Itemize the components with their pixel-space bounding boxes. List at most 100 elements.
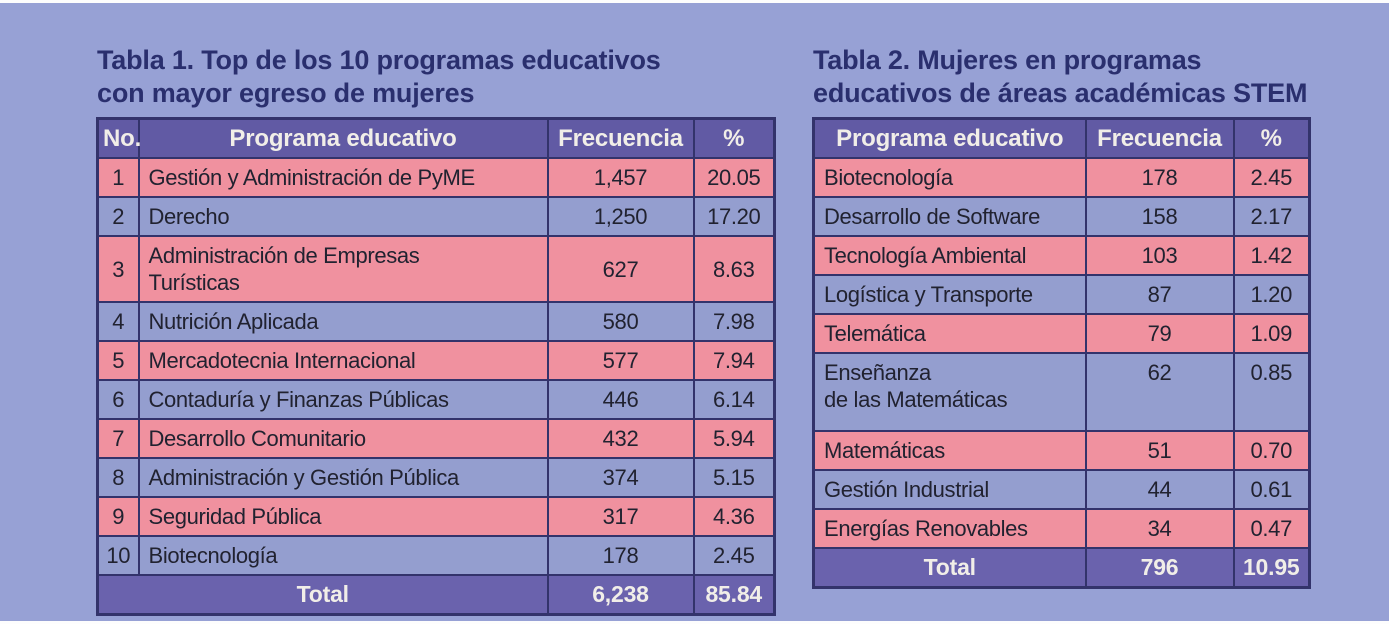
- table1-top-programs: No. Programa educativo Frecuencia % 1 Ge…: [96, 117, 776, 616]
- cell-pct: 8.63: [692, 235, 776, 303]
- cell-programa: Biotecnología: [137, 535, 549, 576]
- table-row: Matemáticas 51 0.70: [812, 430, 1311, 471]
- header-cell-programa: Programa educativo: [812, 117, 1087, 159]
- table2-stem-programs: Programa educativo Frecuencia % Biotecno…: [812, 117, 1311, 589]
- cell-pct: 2.17: [1232, 196, 1311, 237]
- header-cell-no: No.: [96, 117, 141, 159]
- cell-programa: Enseñanza de las Matemáticas: [812, 352, 1087, 432]
- table-row: 10 Biotecnología 178 2.45: [96, 535, 776, 576]
- cell-pct: 7.94: [692, 340, 776, 381]
- cell-no: 8: [96, 457, 140, 498]
- cell-frecuencia: 34: [1084, 508, 1235, 549]
- cell-pct: 2.45: [1232, 157, 1311, 198]
- panel-stem-programs: Tabla 2. Mujeres en programas educativos…: [812, 44, 1352, 589]
- table-row: 2 Derecho 1,250 17.20: [96, 196, 776, 237]
- table-row: 9 Seguridad Pública 317 4.36: [96, 496, 776, 537]
- top-white-strip: [0, 0, 1389, 3]
- cell-frecuencia: 178: [546, 535, 695, 576]
- cell-no: 4: [96, 301, 140, 342]
- cell-pct: 17.20: [692, 196, 776, 237]
- cell-pct: 20.05: [692, 157, 776, 198]
- cell-frecuencia: 103: [1084, 235, 1235, 276]
- cell-frecuencia: 580: [546, 301, 695, 342]
- cell-pct: 0.85: [1232, 352, 1311, 432]
- cell-frecuencia: 158: [1084, 196, 1235, 237]
- cell-programa: Desarrollo de Software: [812, 196, 1087, 237]
- cell-programa: Derecho: [137, 196, 549, 237]
- cell-no: 1: [96, 157, 140, 198]
- cell-frecuencia: 446: [546, 379, 695, 420]
- table2-title: Tabla 2. Mujeres en programas educativos…: [813, 45, 1308, 108]
- cell-frecuencia: 577: [546, 340, 695, 381]
- cell-pct: 0.70: [1232, 430, 1311, 471]
- cell-pct: 1.20: [1232, 274, 1311, 315]
- table-row: Gestión Industrial 44 0.61: [812, 469, 1311, 510]
- table-row: Enseñanza de las Matemáticas 62 0.85: [812, 352, 1311, 432]
- table-row: Logística y Transporte 87 1.20: [812, 274, 1311, 315]
- table2-header-row: Programa educativo Frecuencia %: [812, 117, 1311, 159]
- cell-no: 10: [96, 535, 140, 576]
- cell-programa: Desarrollo Comunitario: [137, 418, 549, 459]
- cell-frecuencia: 44: [1084, 469, 1235, 510]
- table-row: 4 Nutrición Aplicada 580 7.98: [96, 301, 776, 342]
- cell-frecuencia: 79: [1084, 313, 1235, 354]
- cell-frecuencia: 374: [546, 457, 695, 498]
- cell-pct: 1.42: [1232, 235, 1311, 276]
- table-row: 8 Administración y Gestión Pública 374 5…: [96, 457, 776, 498]
- table-row: 5 Mercadotecnia Internacional 577 7.94: [96, 340, 776, 381]
- cell-no: 6: [96, 379, 140, 420]
- header-cell-frecuencia: Frecuencia: [546, 117, 695, 159]
- cell-total-frecuencia: 6,238: [546, 574, 695, 616]
- cell-total-pct: 10.95: [1232, 547, 1311, 589]
- table-row: Tecnología Ambiental 103 1.42: [812, 235, 1311, 276]
- cell-programa: Logística y Transporte: [812, 274, 1087, 315]
- cell-programa: Gestión y Administración de PyME: [137, 157, 549, 198]
- table1-header-row: No. Programa educativo Frecuencia %: [96, 117, 776, 159]
- cell-frecuencia: 51: [1084, 430, 1235, 471]
- cell-frecuencia: 627: [546, 235, 695, 303]
- cell-frecuencia: 1,457: [546, 157, 695, 198]
- cell-pct: 4.36: [692, 496, 776, 537]
- cell-frecuencia: 432: [546, 418, 695, 459]
- cell-pct: 6.14: [692, 379, 776, 420]
- table1-title: Tabla 1. Top de los 10 programas educati…: [97, 45, 661, 108]
- cell-programa: Biotecnología: [812, 157, 1087, 198]
- cell-programa: Matemáticas: [812, 430, 1087, 471]
- cell-no: 3: [96, 235, 140, 303]
- cell-pct: 5.94: [692, 418, 776, 459]
- cell-programa: Telemática: [812, 313, 1087, 354]
- cell-frecuencia: 62: [1084, 352, 1235, 432]
- cell-programa: Seguridad Pública: [137, 496, 549, 537]
- cell-programa: Nutrición Aplicada: [137, 301, 549, 342]
- table-row: 6 Contaduría y Finanzas Públicas 446 6.1…: [96, 379, 776, 420]
- cell-pct: 7.98: [692, 301, 776, 342]
- table-row: 3 Administración de Empresas Turísticas …: [96, 235, 776, 303]
- cell-programa: Mercadotecnia Internacional: [137, 340, 549, 381]
- table-row: Telemática 79 1.09: [812, 313, 1311, 354]
- cell-programa: Tecnología Ambiental: [812, 235, 1087, 276]
- header-cell-pct: %: [692, 117, 776, 159]
- cell-no: 2: [96, 196, 140, 237]
- total-row: Total 796 10.95: [812, 547, 1311, 589]
- cell-frecuencia: 317: [546, 496, 695, 537]
- cell-total-frecuencia: 796: [1084, 547, 1235, 589]
- total-row: Total 6,238 85.84: [96, 574, 776, 616]
- panel-top-programs: Tabla 1. Top de los 10 programas educati…: [96, 44, 786, 616]
- cell-programa: Administración y Gestión Pública: [137, 457, 549, 498]
- table-row: Biotecnología 178 2.45: [812, 157, 1311, 198]
- cell-frecuencia: 87: [1084, 274, 1235, 315]
- header-cell-programa: Programa educativo: [137, 117, 549, 159]
- cell-pct: 1.09: [1232, 313, 1311, 354]
- cell-programa: Administración de Empresas Turísticas: [137, 235, 549, 303]
- table-row: Energías Renovables 34 0.47: [812, 508, 1311, 549]
- cell-frecuencia: 178: [1084, 157, 1235, 198]
- cell-programa: Contaduría y Finanzas Públicas: [137, 379, 549, 420]
- cell-no: 7: [96, 418, 140, 459]
- cell-total-label: Total: [96, 574, 549, 616]
- cell-programa: Energías Renovables: [812, 508, 1087, 549]
- table-row: 1 Gestión y Administración de PyME 1,457…: [96, 157, 776, 198]
- bottom-white-strip: [0, 621, 1389, 624]
- cell-frecuencia: 1,250: [546, 196, 695, 237]
- cell-total-label: Total: [812, 547, 1087, 589]
- cell-no: 9: [96, 496, 140, 537]
